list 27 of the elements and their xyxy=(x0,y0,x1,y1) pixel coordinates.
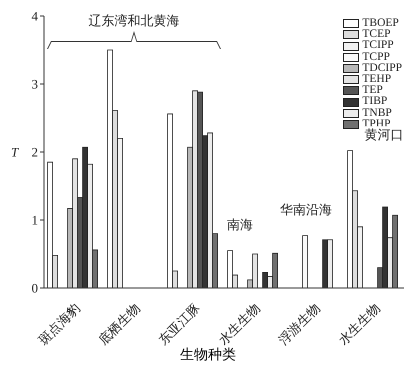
annotation: 华南沿海 xyxy=(279,200,333,219)
x-tick-label: 水生生物 xyxy=(336,300,383,348)
annotation: 南海 xyxy=(226,216,254,234)
x-tick-label: 浮游生物 xyxy=(276,300,323,348)
legend-label: TNBP xyxy=(362,106,392,119)
annotation: 辽东湾和北黄海 xyxy=(88,12,180,30)
legend-label: TEP xyxy=(362,84,383,96)
x-axis-title: 生物种类 xyxy=(179,346,237,364)
y-tick-label: 0 xyxy=(32,280,38,296)
legend-label: TCEP xyxy=(362,28,390,40)
legend-label: TDCIPP xyxy=(362,62,402,74)
x-tick-label: 底栖生物 xyxy=(96,300,143,348)
y-tick-label: 3 xyxy=(32,76,38,92)
x-tick-label: 水生生物 xyxy=(216,300,263,348)
bar xyxy=(302,235,308,288)
legend-label: TCIPP xyxy=(362,39,394,52)
x-tick-label: 东亚江豚 xyxy=(156,300,203,348)
legend-label: TIBP xyxy=(362,95,388,108)
legend-label: TEHP xyxy=(362,73,392,86)
y-tick-label: 4 xyxy=(32,8,38,24)
legend-label: TCPP xyxy=(362,50,390,63)
annotation: 黄河口 xyxy=(364,126,404,144)
y-tick-label: 1 xyxy=(32,212,38,228)
legend-label: TBOEP xyxy=(362,17,399,29)
y-tick-label: 2 xyxy=(32,144,38,160)
x-tick-label: 斑点海豹 xyxy=(36,300,83,348)
y-axis-title: T xyxy=(11,144,19,160)
